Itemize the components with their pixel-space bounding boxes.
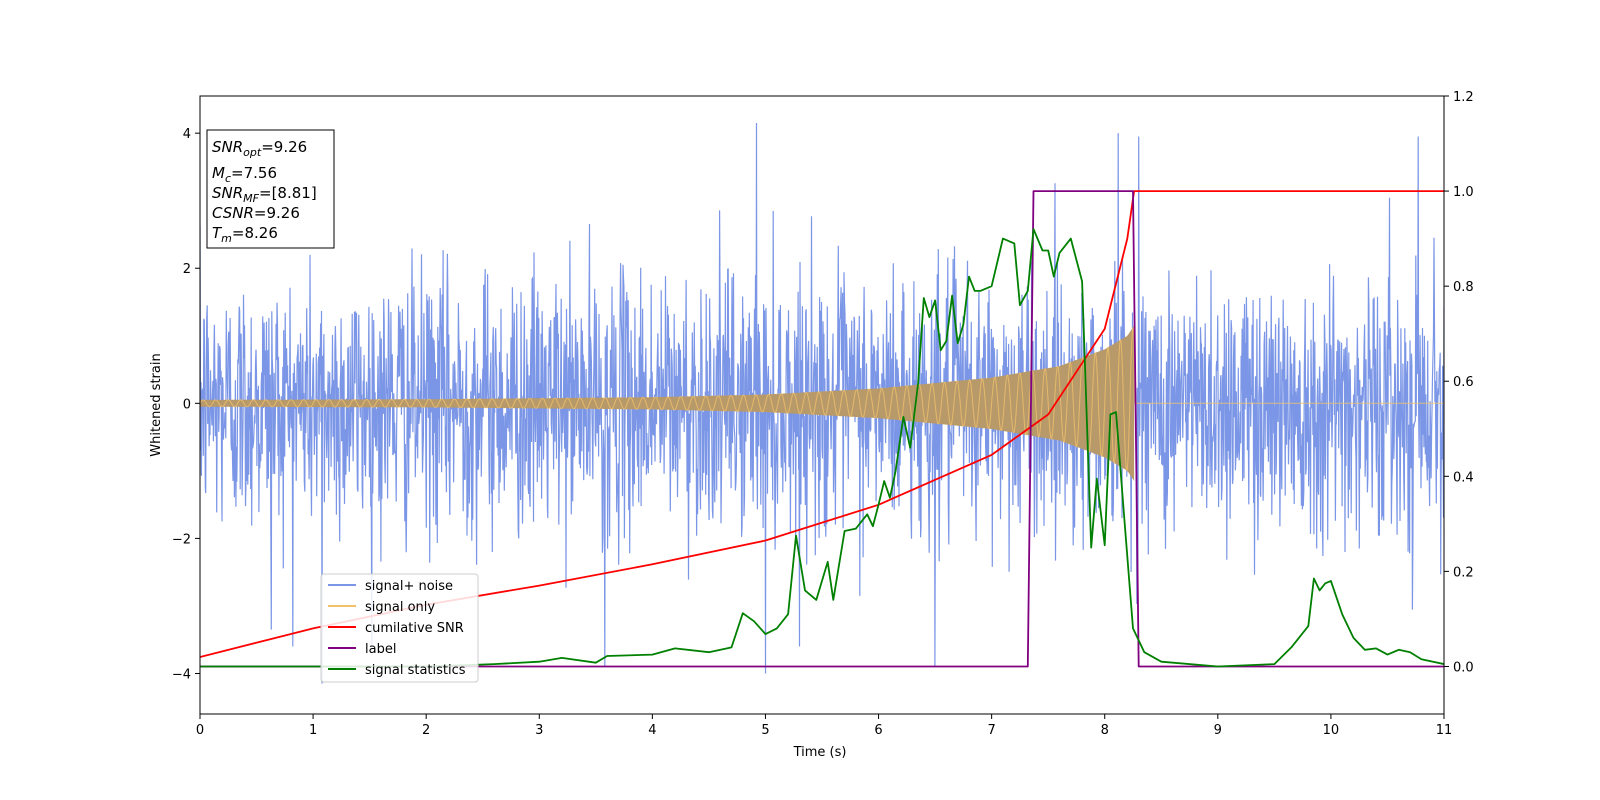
legend-label-signal-noise: signal+ noise [365,579,453,594]
y-right-tick-label: 0.8 [1453,280,1474,295]
y-right-tick-label: 0.4 [1453,470,1474,485]
x-tick-label: 10 [1323,723,1340,738]
info-csnr: CSNR=9.26 [212,204,300,222]
legend: signal+ noise signal only cumilative SNR… [320,573,479,683]
x-tick-label: 8 [1101,723,1109,738]
y-right-tick-label: 0.0 [1453,660,1474,675]
y-axis-right: 0.0 0.2 0.4 0.6 0.8 1.0 1.2 [1444,90,1474,675]
legend-label-signal-statistics: signal statistics [365,663,466,678]
legend-label-signal-only: signal only [365,600,435,615]
y-left-tick-label: 4 [183,127,191,142]
y-left-tick-label: 0 [183,397,191,412]
legend-item-signal-only: signal only [328,600,435,615]
plot-frame [199,95,1445,715]
y-axis-left: −4 −2 0 2 4 [172,127,200,682]
series-signal-only [200,326,1444,472]
legend-item-label: label [328,642,396,657]
x-tick-label: 4 [648,723,656,738]
series-label [200,190,1444,668]
legend-label-label: label [365,642,396,657]
info-box: SNRopt=9.26 Mc=7.56 SNRMF=[8.81] CSNR=9.… [206,129,335,249]
x-axis: 0 1 2 3 4 5 6 7 8 9 10 11 [196,714,1452,738]
x-tick-label: 2 [422,723,430,738]
y-left-tick-label: −2 [172,532,191,547]
y-right-tick-label: 0.6 [1453,375,1474,390]
info-mc: Mc=7.56 [212,164,277,185]
x-tick-label: 7 [987,723,995,738]
info-tm: Tm=8.26 [212,224,278,245]
x-tick-label: 1 [309,723,317,738]
legend-item-signal-noise: signal+ noise [328,579,453,594]
y-right-tick-label: 0.2 [1453,565,1474,580]
series-signal-statistics [200,228,1444,668]
x-tick-label: 3 [535,723,543,738]
x-tick-label: 0 [196,723,204,738]
x-tick-label: 6 [874,723,882,738]
y-left-tick-label: 2 [183,262,191,277]
info-snr-opt: SNRopt=9.26 [212,138,307,159]
legend-label-cumilative-snr: cumilative SNR [365,621,464,636]
series-signal-noise [200,122,1444,684]
x-tick-label: 5 [761,723,769,738]
x-tick-label: 9 [1214,723,1222,738]
y-axis-label: Whitened strain [149,353,164,456]
legend-item-signal-statistics: signal statistics [328,663,466,678]
legend-item-cumilative-snr: cumilative SNR [328,621,464,636]
y-right-tick-label: 1.2 [1453,90,1474,105]
x-tick-label: 11 [1436,723,1453,738]
y-right-tick-label: 1.0 [1453,185,1474,200]
info-snr-mf: SNRMF=[8.81] [212,184,317,205]
x-axis-label: Time (s) [793,745,847,760]
y-left-tick-label: −4 [172,667,191,682]
series-signal-only-envelope [200,325,1135,481]
